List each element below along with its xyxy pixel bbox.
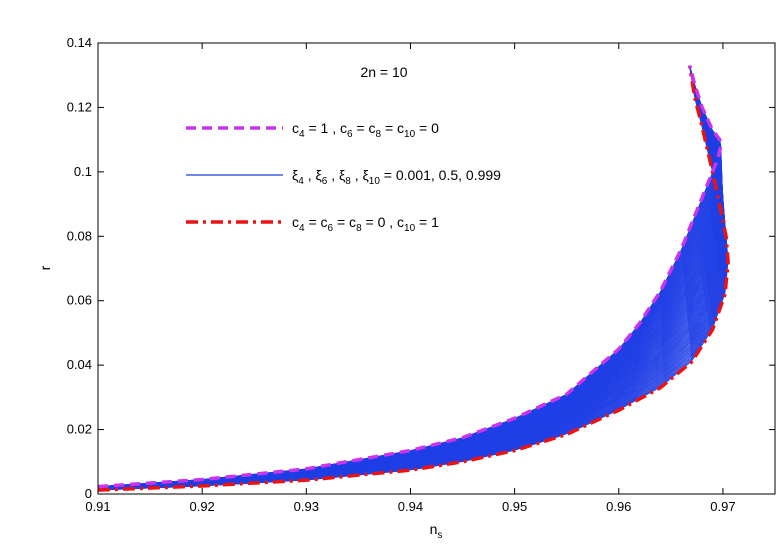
annotation-2n: 2n = 10 [360,64,407,80]
x-tick-label: 0.92 [189,499,214,514]
y-tick-label: 0.04 [67,357,92,372]
y-tick-label: 0 [85,486,92,501]
legend: c4 = 1 , c6 = c8 = c10 = 0 ξ4 , ξ6 , ξ8 ,… [186,120,501,234]
x-tick-label: 0.96 [606,499,631,514]
plot-frame [97,42,776,495]
x-tick-label: 0.93 [294,499,319,514]
y-tick-label: 0.14 [67,35,92,50]
boundary-curves [98,65,730,492]
y-tick-label: 0.06 [67,293,92,308]
plot-area [97,42,776,495]
y-tick-label: 0.12 [67,99,92,114]
series-line-upper [98,65,723,489]
y-tick-label: 0.02 [67,422,92,437]
y-tick-label: 0.08 [67,228,92,243]
y-tick-label: 0.1 [74,164,92,179]
x-axis: 0.91 0.92 0.93 0.94 0.95 0.96 0.97 [85,43,736,514]
legend-label-lower: c4 = c6 = c8 = 0 , c10 = 1 [292,214,439,234]
x-tick-label: 0.91 [85,499,110,514]
x-axis-label: ns [430,521,443,541]
x-tick-label: 0.94 [398,499,423,514]
y-axis: 0 0.02 0.04 0.06 0.08 0.1 0.12 0.14 [67,35,775,501]
legend-label-family: ξ4 , ξ6 , ξ8 , ξ10 = 0.001, 0.5, 0.999 [292,167,501,187]
legend-label-upper: c4 = 1 , c6 = c8 = c10 = 0 [292,120,439,140]
y-axis-label: r [37,265,53,270]
x-tick-label: 0.95 [502,499,527,514]
x-tick-label: 0.97 [710,499,735,514]
